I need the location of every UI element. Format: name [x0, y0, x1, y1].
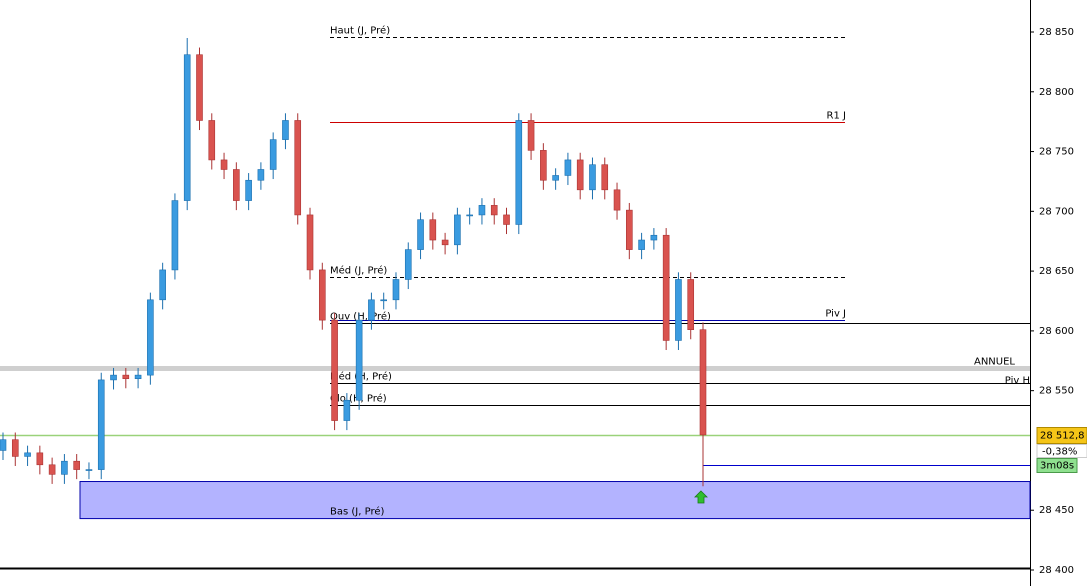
level-label: Ouv (H, Pré) — [330, 311, 391, 323]
candle-body — [687, 279, 695, 330]
zone — [79, 481, 1031, 520]
level-label: Piv H — [1005, 376, 1030, 387]
candle-body — [306, 214, 314, 271]
timer-box — [1036, 458, 1078, 473]
y-tick-label: 28 400 — [1039, 565, 1074, 576]
candle-body — [61, 460, 68, 475]
candle-body — [97, 379, 105, 470]
candle-body — [282, 120, 289, 140]
candle-body — [73, 460, 80, 470]
candle-body — [650, 234, 658, 241]
candle-body — [331, 319, 338, 421]
candle-body — [601, 164, 609, 191]
candle-body — [220, 159, 228, 170]
candle-body — [540, 150, 547, 181]
y-tick-label: 28 550 — [1039, 386, 1074, 397]
zone-label: Bas (J, Pré) — [330, 506, 384, 518]
candle-body — [515, 120, 523, 225]
candle-body — [576, 159, 584, 191]
y-tick-label: 28 450 — [1039, 505, 1074, 516]
y-tick-label: 28 800 — [1039, 87, 1074, 98]
candle-body — [527, 120, 535, 151]
level-label: ANNUEL — [974, 357, 1015, 368]
candle-body — [441, 239, 449, 246]
candle-body — [564, 159, 572, 176]
candle-body — [343, 399, 351, 421]
candle-body — [110, 374, 117, 381]
signal-arrow — [694, 490, 708, 504]
candle-body — [589, 164, 596, 191]
candle-body — [466, 214, 473, 217]
level-label: Méd (J, Pré) — [330, 265, 387, 277]
candle-body — [355, 319, 363, 401]
level-label: R1 J — [827, 111, 846, 122]
candle-body — [478, 205, 486, 216]
candle-body — [122, 374, 130, 380]
change-label: -0,38% — [1042, 447, 1077, 458]
candle-body — [24, 452, 31, 457]
candle-body — [417, 219, 424, 250]
candle-body — [245, 179, 252, 201]
candle-body — [490, 205, 498, 216]
candle-body — [0, 439, 7, 451]
last-price-box — [1036, 427, 1087, 444]
candle-body — [404, 249, 412, 280]
candle-body — [159, 269, 166, 301]
candle-body — [134, 374, 142, 380]
candle-body — [11, 439, 19, 457]
candle-body — [269, 139, 277, 170]
candle-body — [183, 54, 191, 201]
y-tick-label: 28 750 — [1039, 147, 1074, 158]
timer-label: 3m08s — [1040, 461, 1074, 472]
candle-body — [638, 239, 645, 250]
candle-body — [318, 269, 326, 321]
y-tick-label: 28 600 — [1039, 326, 1074, 337]
candle-body — [85, 469, 93, 471]
level-label: Piv J — [825, 309, 846, 320]
candle-body — [368, 299, 375, 321]
candle-body — [429, 219, 437, 241]
change-box — [1036, 444, 1087, 458]
y-tick-label: 28 700 — [1039, 206, 1074, 217]
candle-body — [36, 452, 44, 466]
level-label: Haut (J, Pré) — [330, 25, 390, 37]
y-tick-label: 28 850 — [1039, 27, 1074, 38]
candle-body — [662, 234, 670, 341]
candle-body — [171, 200, 179, 271]
candle-body — [147, 299, 154, 376]
candle-body — [257, 169, 265, 181]
candle-body — [626, 209, 633, 250]
candle-body — [380, 299, 388, 302]
candle-body — [294, 120, 302, 216]
candle-body — [48, 464, 56, 475]
candle-body — [196, 54, 203, 121]
candle-body — [503, 214, 510, 225]
candle-body — [233, 169, 240, 201]
candle-body — [392, 279, 400, 301]
candle-body — [454, 214, 461, 246]
candle-body — [208, 120, 216, 161]
candle-body — [675, 279, 682, 341]
last-price-label: 28 512,8 — [1040, 431, 1085, 442]
candle-body — [699, 329, 707, 436]
candle-body — [613, 189, 621, 211]
y-tick-label: 28 650 — [1039, 266, 1074, 277]
candle-body — [552, 175, 559, 181]
